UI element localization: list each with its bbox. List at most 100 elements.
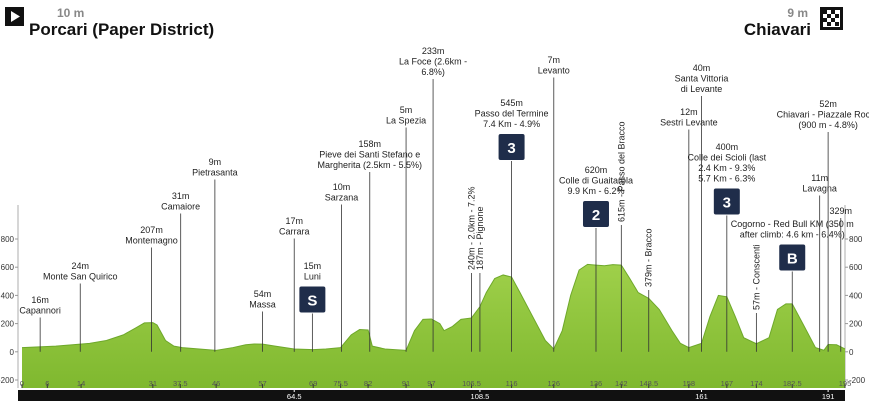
secondary-x-tick-label: 108.5 — [471, 392, 490, 401]
annotation-text: 31m — [172, 191, 190, 201]
annotation-text: Santa Vittoria — [675, 74, 729, 84]
annotation-text: 15m — [304, 261, 322, 271]
x-tick-label: 75.5 — [333, 379, 348, 388]
y-tick-label: 200 — [1, 320, 15, 329]
annotation-text: Chiavari - Piazzale Rocca — [777, 110, 869, 120]
start-arrow — [11, 11, 20, 22]
x-tick-label: 158 — [683, 379, 696, 388]
annotation-text: 5.7 Km - 6.3% — [698, 174, 755, 184]
badge-text: 2 — [592, 207, 600, 224]
x-tick-label: 142 — [615, 379, 628, 388]
y-tick-label-right: -200 — [849, 376, 866, 385]
x-tick-label: 174 — [750, 379, 763, 388]
annotation-text: 7m — [548, 55, 561, 65]
y-tick-label-right: 200 — [849, 320, 863, 329]
elevation-line — [21, 263, 846, 351]
badge-text: S — [307, 293, 317, 310]
annotation-text: 329m — [830, 206, 853, 216]
annotation-text: 233m — [422, 46, 445, 56]
start-elevation: 10 m — [57, 6, 84, 20]
x-tick-label: 195 — [839, 379, 852, 388]
annotation-text: 379m - Bracco — [644, 228, 654, 287]
x-tick-label: 148.5 — [639, 379, 658, 388]
annotation-text: Massa — [249, 300, 276, 310]
annotation-text: 615m - Passo del Bracco — [616, 121, 626, 222]
annotation-text: 11m — [811, 173, 828, 183]
x-tick-label: 91 — [402, 379, 410, 388]
x-tick-label: 14 — [77, 379, 85, 388]
annotation-text: 620m — [585, 165, 608, 175]
x-tick-label: 97 — [427, 379, 435, 388]
annotation-text: Lavagna — [802, 184, 837, 194]
annotation-text: Luni — [304, 272, 321, 282]
annotation-text: 57m - Conscenti — [751, 244, 761, 310]
annotation-text: 240m - 2.0km - 7.2% — [466, 186, 476, 270]
y-tick-label: 400 — [1, 291, 15, 300]
annotation-text: Montemagno — [125, 236, 178, 246]
y-tick-label-right: 0 — [849, 348, 854, 357]
annotation-text: Margherita (2.5km - 5.5%) — [317, 160, 422, 170]
annotation-text: 12m — [680, 107, 698, 117]
annotation-text: Capannori — [19, 306, 61, 316]
annotation-text: Passo del Termine — [475, 109, 549, 119]
annotation-text: 7.4 Km - 4.9% — [483, 119, 540, 129]
x-tick-label: 106.5 — [462, 379, 481, 388]
annotation-text: Carrara — [279, 227, 310, 237]
annotation-text: Pietrasanta — [192, 168, 238, 178]
badge-text: B — [787, 251, 798, 268]
annotation-text: 2.4 Km - 9.3% — [698, 163, 755, 173]
finish-name: Chiavari — [744, 20, 811, 39]
y-tick-label: -200 — [0, 376, 15, 385]
x-tick-label: 82 — [364, 379, 372, 388]
annotation-text: 16m — [31, 295, 49, 305]
y-tick-label-right: 400 — [849, 291, 863, 300]
secondary-x-tick-label: 161 — [695, 392, 708, 401]
y-tick-label: 800 — [1, 235, 15, 244]
annotation-text: after climb: 4.6 km - 6.4%) — [740, 230, 845, 240]
badge-text: 3 — [723, 195, 731, 212]
annotation-text: 207m — [140, 225, 163, 235]
annotation-text: 400m — [716, 142, 739, 152]
y-tick-label-right: 600 — [849, 263, 863, 272]
badge-box — [299, 286, 326, 313]
badge-text: 3 — [507, 140, 515, 157]
annotation-text: Colle di Guaitarola — [559, 176, 633, 186]
finish-icon — [820, 7, 843, 30]
annotation-text: 54m — [254, 289, 272, 299]
annotation-text: di Levante — [681, 84, 723, 94]
annotation-text: Sarzana — [325, 193, 359, 203]
annotation-text: 10m — [333, 182, 351, 192]
x-tick-label: 182.5 — [783, 379, 802, 388]
annotation-text: 158m — [359, 139, 382, 149]
annotation-text: 6.8%) — [421, 67, 445, 77]
x-tick-label: 126 — [548, 379, 561, 388]
x-tick-label: 57 — [258, 379, 266, 388]
badge-box — [713, 188, 740, 215]
secondary-x-tick-label: 191 — [822, 392, 835, 401]
annotation-text: Colle dei Scioli (last — [688, 153, 767, 163]
annotation-text: 545m — [500, 98, 523, 108]
x-tick-label: 116 — [506, 379, 518, 388]
x-tick-label: 31 — [149, 379, 157, 388]
annotation-text: 17m — [285, 216, 303, 226]
x-tick-label: 167 — [721, 379, 734, 388]
start-name: Porcari (Paper District) — [29, 20, 214, 39]
badge-box — [498, 134, 525, 160]
annotation-text: La Spezia — [386, 116, 426, 126]
y-tick-label: 0 — [10, 348, 15, 357]
annotation-text: 24m — [71, 261, 89, 271]
x-tick-label: 6 — [45, 379, 49, 388]
annotation-text: 5m — [400, 105, 413, 115]
badge-box — [582, 201, 609, 227]
annotation-text: Pieve dei Santi Stefano e — [319, 150, 420, 160]
annotation-text: 187m - Pignone — [475, 206, 485, 270]
x-tick-label: 37.5 — [173, 379, 188, 388]
annotation-text: 40m — [693, 63, 711, 73]
y-tick-label-right: 800 — [849, 235, 863, 244]
y-tick-label: 600 — [1, 263, 15, 272]
annotation-text: Sestri Levante — [660, 118, 718, 128]
badge-box — [779, 244, 806, 271]
annotation-text: Levanto — [538, 66, 570, 76]
annotation-text: Cogorno - Red Bull KM (350 m — [731, 219, 854, 229]
